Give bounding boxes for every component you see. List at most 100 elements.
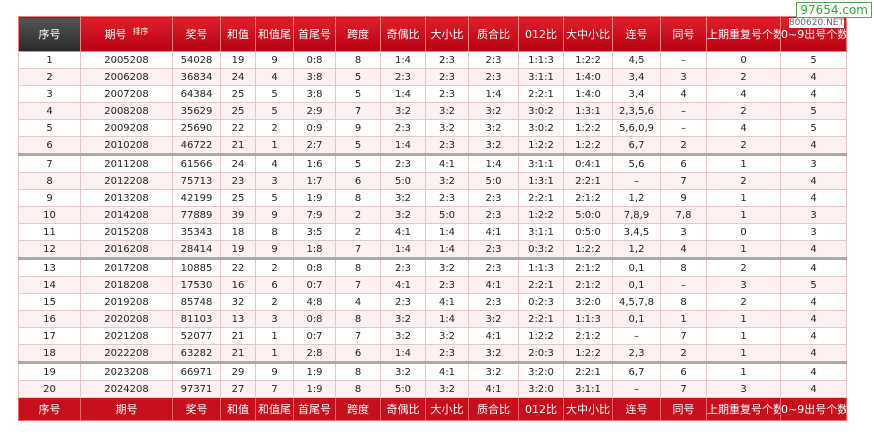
table-cell: 5:0 bbox=[468, 172, 519, 190]
table-cell: 2012208 bbox=[80, 172, 173, 190]
table-cell: 2:3 bbox=[468, 258, 519, 277]
table-cell: 35629 bbox=[172, 102, 221, 120]
table-cell: 0:2:3 bbox=[518, 293, 564, 311]
table-cell: 5 bbox=[335, 68, 381, 86]
table-cell: 3:2 bbox=[380, 102, 426, 120]
table-cell: 5,6,0,9 bbox=[612, 119, 661, 137]
table-cell: 4:1 bbox=[425, 362, 469, 381]
table-cell: 3 bbox=[255, 310, 294, 328]
table-cell: 3:2 bbox=[380, 327, 426, 345]
table-cell: 7 bbox=[660, 172, 707, 190]
table-row: 20 2024208 97371 27 7 1:9 8 5:0 3:2 4:1 3:2:0 3:1:1… bbox=[18, 380, 847, 398]
table-cell: 61566 bbox=[172, 154, 221, 173]
header-label: 上期重复号个数 bbox=[707, 28, 781, 41]
table-cell: 4 bbox=[780, 344, 847, 364]
header-cell[interactable]: 期号 排序 bbox=[80, 16, 173, 52]
table-cell: 1 bbox=[706, 362, 781, 381]
table-cell: 8 bbox=[18, 172, 81, 190]
footer-cell: 奖号 bbox=[172, 397, 221, 421]
table-row: 7 2011208 61566 24 4 1:6 5 2:3 4:1 1:4 3:1:1 0:4:1 5… bbox=[18, 154, 847, 173]
table-cell: 35343 bbox=[172, 223, 221, 241]
table-cell: 4:8 bbox=[293, 293, 336, 311]
table-cell: 3 bbox=[780, 206, 847, 224]
table-cell: 2,3,5,6 bbox=[612, 102, 661, 120]
table-cell: 0:7 bbox=[293, 327, 336, 345]
table-cell: 2:2:1 bbox=[518, 276, 564, 294]
table-cell: 6 bbox=[335, 172, 381, 190]
header-cell: 大中小比 bbox=[563, 16, 613, 52]
table-cell: 0:8 bbox=[293, 310, 336, 328]
table-cell: 5 bbox=[335, 136, 381, 156]
table-row: 3 2007208 64384 25 5 3:8 5 1:4 2:3 1:4 2:2:1 1:4:0 3… bbox=[18, 85, 847, 103]
table-cell: 21 bbox=[220, 136, 256, 156]
table-cell: 1:2:2 bbox=[563, 240, 613, 260]
header-cell: 首尾号 bbox=[293, 16, 336, 52]
table-cell: 4,5,7,8 bbox=[612, 293, 661, 311]
table-cell: 4 bbox=[780, 68, 847, 86]
table-cell: 4 bbox=[780, 136, 847, 156]
table-cell: 4 bbox=[780, 327, 847, 345]
table-cell: 1,2 bbox=[612, 240, 661, 260]
table-cell: 3:2 bbox=[468, 102, 519, 120]
table-cell: 2:2:1 bbox=[563, 172, 613, 190]
table-cell: 3:8 bbox=[293, 85, 336, 103]
table-cell: 1:4 bbox=[468, 154, 519, 173]
header-label: 质合比 bbox=[477, 28, 510, 41]
header-cell: 奖号 bbox=[172, 16, 221, 52]
table-cell: 1 bbox=[706, 344, 781, 364]
table-cell: 1 bbox=[706, 310, 781, 328]
table-cell: 23 bbox=[220, 172, 256, 190]
table-cell: 9 bbox=[255, 240, 294, 260]
table-cell: 3:1:1 bbox=[518, 223, 564, 241]
table-cell: 3:1:1 bbox=[518, 154, 564, 173]
table-cell: 2:3 bbox=[380, 293, 426, 311]
table-cell: 1:6 bbox=[293, 154, 336, 173]
table-cell: 19 bbox=[18, 362, 81, 381]
table-cell: 3,4 bbox=[612, 68, 661, 86]
table-cell: 3 bbox=[780, 223, 847, 241]
table-cell: 1 bbox=[706, 327, 781, 345]
table-cell: 25 bbox=[220, 102, 256, 120]
table-cell: 4:1 bbox=[380, 223, 426, 241]
table-cell: 5 bbox=[18, 119, 81, 137]
table-cell: 3:8 bbox=[293, 68, 336, 86]
header-cell: 连号 bbox=[612, 16, 661, 52]
table-cell: 5 bbox=[780, 119, 847, 137]
table-cell: 5,6 bbox=[612, 154, 661, 173]
sort-button[interactable]: 排序 bbox=[132, 27, 149, 36]
table-cell: 4 bbox=[780, 258, 847, 277]
table-cell: 3:2 bbox=[380, 206, 426, 224]
header-label: 跨度 bbox=[347, 28, 369, 41]
table-cell: 2 bbox=[706, 258, 781, 277]
table-cell: 10885 bbox=[172, 258, 221, 277]
table-cell: 7 bbox=[335, 102, 381, 120]
table-cell: 2015208 bbox=[80, 223, 173, 241]
table-cell: 4 bbox=[335, 293, 381, 311]
table-cell: 7 bbox=[335, 276, 381, 294]
table-cell: 5 bbox=[780, 102, 847, 120]
table-cell: 2:3 bbox=[468, 293, 519, 311]
table-row: 15 2019208 85748 32 2 4:8 4 2:3 4:1 2:3 0:2:3 3:2:0… bbox=[18, 293, 847, 311]
table-cell: 2:3 bbox=[468, 51, 519, 69]
table-cell: 5:0 bbox=[380, 380, 426, 398]
table-cell: – bbox=[612, 327, 661, 345]
table-cell: 2:0:3 bbox=[518, 344, 564, 364]
header-cell: 奇偶比 bbox=[380, 16, 426, 52]
table-cell: 8 bbox=[335, 51, 381, 69]
table-cell: 16 bbox=[18, 310, 81, 328]
table-cell: 1:2:2 bbox=[518, 136, 564, 156]
header-label: 012比 bbox=[525, 28, 557, 41]
table-cell: 64384 bbox=[172, 85, 221, 103]
table-cell: 4:1 bbox=[468, 327, 519, 345]
footer-cell: 012比 bbox=[518, 397, 564, 421]
table-cell: 0 bbox=[706, 223, 781, 241]
table-cell: 7 bbox=[660, 327, 707, 345]
table-cell: 2007208 bbox=[80, 85, 173, 103]
table-cell: 9 bbox=[18, 189, 81, 207]
header-label: 奖号 bbox=[185, 28, 208, 41]
table-cell: 2023208 bbox=[80, 362, 173, 381]
table-cell: 18 bbox=[18, 344, 81, 364]
header-cell: 大小比 bbox=[425, 16, 469, 52]
table-row: 1 2005208 54028 19 9 0:8 8 1:4 2:3 2:3 1:1:3 1:2:2 4… bbox=[18, 51, 847, 69]
table-cell: 2022208 bbox=[80, 344, 173, 364]
